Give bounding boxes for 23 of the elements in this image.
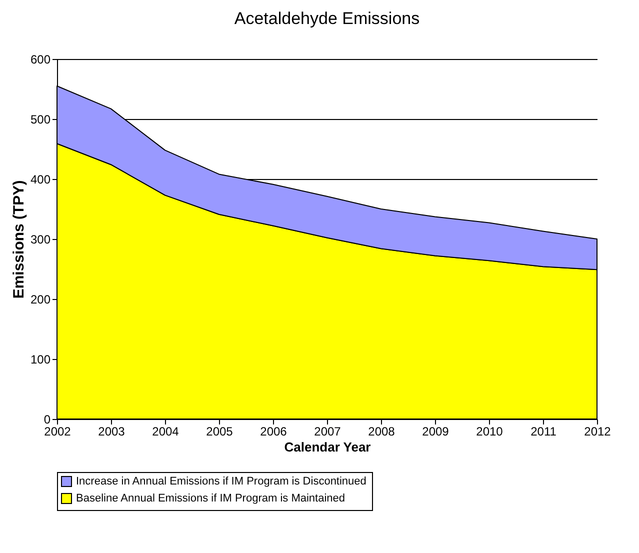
x-axis-title: Calendar Year [284,440,371,454]
x-tick-label: 2012 [584,424,612,438]
x-tick-label: 2010 [476,424,504,438]
x-tick-label: 2007 [314,424,342,438]
y-tick-label: 600 [30,52,51,66]
y-tick-label: 300 [30,232,51,246]
x-tick-label: 2011 [530,424,557,438]
y-tick-label: 400 [30,172,51,186]
y-tick-label: 200 [30,292,51,306]
y-axis-title: Emissions (TPY) [10,180,28,299]
y-tick-label: 500 [30,112,51,126]
x-tick-label: 2003 [98,424,126,438]
x-tick-label: 2005 [206,424,234,438]
y-tick-label: 100 [30,352,51,366]
legend-label: Increase in Annual Emissions if IM Program is Discontinued [76,476,366,488]
x-tick-label: 2008 [368,424,396,438]
chart-title: Acetaldehyde Emissions [234,9,420,28]
x-tick-label: 2002 [44,424,72,438]
x-tick-label: 2009 [422,424,450,438]
y-tick-label: 0 [44,412,51,426]
x-tick-label: 2006 [260,424,288,438]
legend-label: Baseline Annual Emissions if IM Program is Maintained [76,492,346,504]
x-tick-label: 2004 [152,424,180,438]
